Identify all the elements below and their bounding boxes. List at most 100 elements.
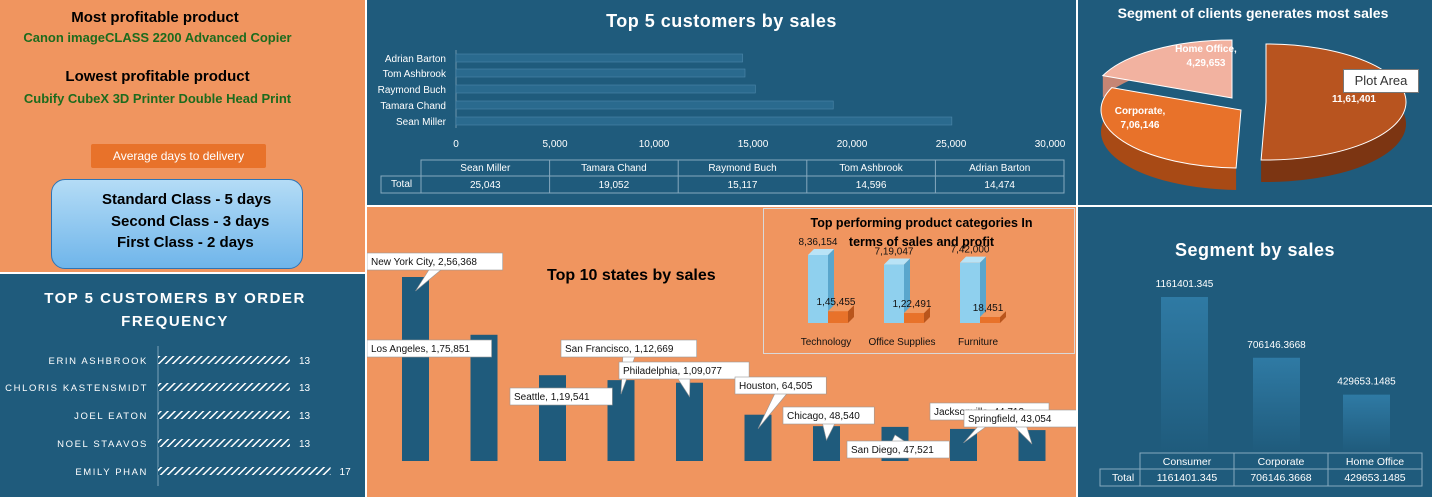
- top10-states-chart: New York City, 2,56,368 Los Angeles, 1,75…: [367, 252, 1076, 461]
- value-label: 1161401.345: [1156, 279, 1214, 290]
- bar: [960, 262, 980, 323]
- bar: [455, 53, 743, 63]
- chart-title: Segment of clients generates most sales: [1117, 5, 1389, 21]
- chart-title: Segment by sales: [1174, 240, 1336, 260]
- bar: [1343, 394, 1390, 452]
- table-value: 19,052: [599, 180, 630, 191]
- data-label: New York City, 2,56,368: [371, 257, 477, 268]
- segment-sales-panel: Segment by sales 1161401.345 706146.3668 4…: [1078, 207, 1432, 497]
- table-value: 25,043: [470, 180, 501, 191]
- tick-label: 30,000: [1035, 139, 1066, 150]
- least-profitable-value: Cubify CubeX 3D Printer Double Head Prin…: [23, 91, 292, 106]
- category-label: EMILY PHAN: [75, 467, 148, 478]
- bar-side: [828, 249, 834, 323]
- callout-pointer: [757, 393, 787, 429]
- bar-side: [924, 307, 930, 323]
- bar: [904, 313, 924, 323]
- delivery-label: Average days to delivery: [91, 144, 266, 168]
- bar-side: [904, 258, 910, 323]
- bar: [402, 277, 429, 461]
- delivery-line: Standard Class - 5 days: [102, 191, 272, 208]
- data-label: Los Angeles, 1,75,851: [371, 344, 470, 355]
- category-label: Raymond Buch: [378, 85, 446, 96]
- bar: [828, 311, 848, 323]
- kpi-panel: Most profitable product Canon imageCLASS…: [0, 0, 365, 272]
- most-profitable-label: Most profitable product: [71, 9, 239, 26]
- bar: [1253, 357, 1300, 452]
- slice-side: [1101, 87, 1237, 190]
- tick-label: 0: [453, 139, 459, 150]
- data-label: Philadelphia, 1,09,077: [623, 366, 722, 377]
- callout-box: [846, 440, 950, 459]
- table-header: Raymond Buch: [708, 163, 776, 174]
- table-header: Tamara Chand: [581, 163, 647, 174]
- value-label: 18,451: [973, 303, 1004, 314]
- table-value: 15,117: [728, 180, 758, 191]
- table-row-label: Total: [391, 179, 412, 190]
- tick-label: 5,000: [542, 139, 567, 150]
- delivery-line: Second Class - 3 days: [111, 213, 270, 230]
- value-label: 13: [299, 439, 311, 450]
- top5-sales-panel: Top 5 customers by sales Sean Miller Tama…: [367, 0, 1076, 205]
- value-label: 7,42,000: [951, 245, 990, 256]
- callout-pointer: [415, 269, 442, 292]
- value-label: 1,45,455: [817, 297, 856, 308]
- callout-box: [618, 361, 750, 380]
- callout-box: [782, 406, 875, 425]
- category-label: Tamara Chand: [380, 101, 446, 112]
- table-header: Tom Ashbrook: [839, 163, 903, 174]
- least-profitable-label: Lowest profitable product: [65, 68, 250, 85]
- categories-panel: Top performing product categories In ter…: [763, 208, 1075, 354]
- chart-title: Top 10 states by sales: [547, 267, 716, 284]
- bar: [808, 255, 828, 323]
- tick-label: 10,000: [639, 139, 670, 150]
- slice-value: 7,06,146: [1121, 120, 1160, 131]
- segment-pie-panel: Segment of clients generates most sales …: [1078, 0, 1432, 205]
- callout-pointer: [677, 378, 691, 398]
- bar: [1161, 297, 1208, 452]
- bar: [455, 68, 746, 78]
- table-row-label: Total: [1112, 472, 1134, 484]
- bar: [158, 356, 290, 364]
- value-label: 1,22,491: [893, 299, 932, 310]
- pie-slice: [1100, 87, 1242, 169]
- bar: [744, 414, 772, 461]
- callout-box: [963, 409, 1076, 428]
- categories-chart: 8,36,154 1,45,455 Technology 7,19,047 1,22,4…: [799, 237, 1006, 348]
- data-label: Chicago, 48,540: [787, 411, 860, 422]
- value-label: 7,19,047: [875, 247, 914, 258]
- category-label: ERIN ASHBROOK: [49, 356, 148, 367]
- bar-top: [808, 249, 834, 255]
- value-label: 8,36,154: [799, 237, 838, 248]
- value-label: 13: [299, 411, 311, 422]
- callout-box: [367, 252, 503, 271]
- table-header: Corporate: [1258, 456, 1305, 468]
- bar-top: [904, 307, 930, 314]
- plot-area-tooltip: Plot Area: [1343, 69, 1419, 93]
- pie-slice: [1101, 39, 1233, 99]
- category-label: Furniture: [958, 337, 998, 348]
- delivery-line: First Class - 2 days: [117, 234, 254, 251]
- table-value: 14,474: [984, 180, 1015, 191]
- category-label: JOEL EATON: [74, 411, 148, 422]
- bar: [158, 467, 331, 475]
- callout-box: [560, 339, 697, 358]
- callout-box: [509, 387, 613, 406]
- category-label: Sean Miller: [396, 117, 447, 128]
- table-header: Adrian Barton: [969, 163, 1030, 174]
- table-header: Sean Miller: [460, 163, 511, 174]
- table-value: 1161401.345: [1157, 472, 1218, 484]
- tick-label: 20,000: [837, 139, 868, 150]
- slice-value: 11,61,401: [1332, 94, 1376, 105]
- value-label: 17: [340, 467, 352, 478]
- data-label: Springfield, 43,054: [968, 414, 1052, 425]
- category-label: Office Supplies: [868, 337, 935, 348]
- slice-label: Corporate,: [1115, 106, 1166, 117]
- bar: [980, 317, 1000, 323]
- callout-box: [734, 376, 827, 395]
- data-label: San Francisco, 1,12,669: [565, 344, 674, 355]
- tick-label: 25,000: [936, 139, 967, 150]
- chart-title: Top 5 customers by sales: [606, 11, 837, 31]
- category-label: CHLORIS KASTENSMIDT: [5, 383, 148, 394]
